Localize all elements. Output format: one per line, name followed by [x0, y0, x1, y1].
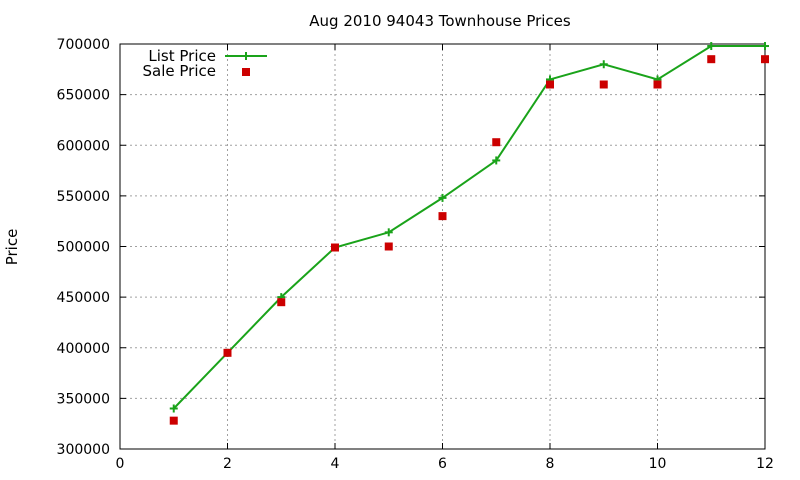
- y-tick-label: 300000: [57, 442, 110, 458]
- y-axis-label: Price: [3, 229, 21, 266]
- chart-title: Aug 2010 94043 Townhouse Prices: [309, 12, 571, 30]
- sale-price-point: [546, 80, 554, 89]
- y-tick-label: 700000: [57, 37, 110, 53]
- sale-price-point: [384, 242, 393, 251]
- list-price-point: [169, 404, 178, 413]
- y-tick-label: 500000: [57, 240, 110, 256]
- x-tick-label: 8: [546, 456, 555, 472]
- sale-price-point: [599, 80, 608, 89]
- sale-price-point: [169, 416, 178, 425]
- x-tick-label: 0: [116, 456, 125, 472]
- y-tick-label: 600000: [57, 138, 110, 154]
- sale-price-point: [761, 55, 769, 64]
- x-tick-label: 12: [756, 456, 774, 472]
- list-price-point: [599, 60, 608, 69]
- grid-lines: [120, 44, 765, 449]
- list-price-point: [438, 193, 447, 202]
- list-price-point: [384, 228, 393, 237]
- x-tick-label: 2: [223, 456, 232, 472]
- axis-ticks: [119, 43, 766, 450]
- legend-label-list-price: List Price: [148, 47, 216, 65]
- sale-price-point: [438, 212, 447, 221]
- legend: List Price Sale Price: [143, 47, 267, 80]
- sale-price-point: [653, 80, 662, 89]
- legend-marker-sale-price: [242, 68, 250, 76]
- list-price-point: [761, 42, 769, 51]
- list-price-point: [707, 42, 716, 51]
- x-tick-label: 6: [438, 456, 447, 472]
- x-tick-label: 4: [331, 456, 340, 472]
- legend-label-sale-price: Sale Price: [143, 62, 216, 80]
- data-series: [169, 42, 769, 425]
- list-price-point: [492, 156, 501, 165]
- y-tick-label: 400000: [57, 341, 110, 357]
- legend-marker-list-price: [242, 52, 250, 60]
- sale-price-point: [277, 298, 286, 307]
- sale-price-point: [707, 55, 716, 64]
- y-tick-label: 650000: [57, 88, 110, 104]
- sale-price-point: [331, 243, 339, 252]
- y-tick-label: 350000: [57, 391, 110, 407]
- y-tick-label: 450000: [57, 290, 110, 306]
- list-price-line: [173, 45, 765, 410]
- legend-plus: [242, 52, 250, 60]
- y-tick-label: 550000: [57, 189, 110, 205]
- y-axis-tick-labels: 300000 350000 400000 450000 500000 550000 6000…: [57, 37, 110, 458]
- x-tick-label: 10: [649, 456, 667, 472]
- sale-price-point: [223, 348, 232, 357]
- x-axis-tick-labels: 0 2 4 6 8 10 12: [116, 456, 774, 472]
- sale-price-point: [492, 138, 501, 147]
